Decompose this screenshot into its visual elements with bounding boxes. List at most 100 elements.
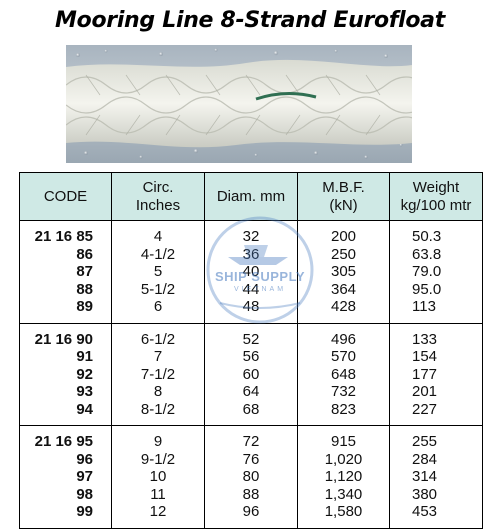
rope-photo	[66, 45, 412, 163]
cell-circ: 11	[111, 485, 205, 503]
table-row: 93 8 64 732 201	[19, 383, 483, 401]
table-row: 87 5 40 305 79.0	[19, 263, 483, 281]
cell-circ: 7	[111, 348, 205, 366]
cell-code: 98	[19, 485, 112, 503]
cell-weight: 177	[389, 365, 483, 383]
header-code: CODE	[19, 172, 112, 221]
specs-table: CODE Circ. Inches Diam. mm M.B.F. (kN) Wei…	[19, 172, 483, 529]
cell-mbf: 305	[297, 263, 390, 281]
table-body: 21 16 85 4 32 200 50.3 86 4-1/2 36 250 63.8 87 5 40 3…	[19, 220, 483, 529]
table-row: 89 6 48 428 113	[19, 298, 483, 324]
cell-diam: 76	[204, 450, 298, 468]
cell-code: 93	[19, 383, 112, 401]
cell-code: 21 16 85	[19, 220, 112, 246]
cell-code: 94	[19, 400, 112, 426]
specs-table-wrapper: CODE Circ. Inches Diam. mm M.B.F. (kN) Wei…	[19, 172, 483, 529]
cell-diam: 40	[204, 263, 298, 281]
cell-diam: 48	[204, 298, 298, 324]
table-row: 99 12 96 1,580 453	[19, 503, 483, 529]
cell-mbf: 200	[297, 220, 390, 246]
table-row: 21 16 85 4 32 200 50.3	[19, 220, 483, 246]
cell-diam: 32	[204, 220, 298, 246]
cell-mbf: 732	[297, 383, 390, 401]
cell-weight: 50.3	[389, 220, 483, 246]
cell-circ: 6-1/2	[111, 323, 205, 348]
cell-weight: 201	[389, 383, 483, 401]
cell-weight: 255	[389, 425, 483, 451]
cell-code: 99	[19, 503, 112, 529]
table-row: 98 11 88 1,340 380	[19, 485, 483, 503]
cell-circ: 5	[111, 263, 205, 281]
cell-diam: 44	[204, 280, 298, 298]
header-diam: Diam. mm	[204, 172, 298, 221]
table-row: 94 8-1/2 68 823 227	[19, 400, 483, 426]
header-weight: Weight kg/100 mtr	[389, 172, 483, 221]
cell-mbf: 570	[297, 348, 390, 366]
table-row: 21 16 95 9 72 915 255	[19, 425, 483, 451]
cell-weight: 113	[389, 298, 483, 324]
cell-code: 88	[19, 280, 112, 298]
cell-mbf: 364	[297, 280, 390, 298]
cell-weight: 79.0	[389, 263, 483, 281]
cell-mbf: 1,340	[297, 485, 390, 503]
cell-weight: 284	[389, 450, 483, 468]
cell-diam: 96	[204, 503, 298, 529]
cell-mbf: 250	[297, 245, 390, 263]
cell-mbf: 496	[297, 323, 390, 348]
cell-mbf: 915	[297, 425, 390, 451]
cell-weight: 380	[389, 485, 483, 503]
cell-code: 86	[19, 245, 112, 263]
table-row: 21 16 90 6-1/2 52 496 133	[19, 323, 483, 348]
cell-weight: 133	[389, 323, 483, 348]
cell-weight: 453	[389, 503, 483, 529]
table-row: 97 10 80 1,120 314	[19, 468, 483, 486]
cell-code: 21 16 95	[19, 425, 112, 451]
cell-mbf: 1,020	[297, 450, 390, 468]
cell-circ: 5-1/2	[111, 280, 205, 298]
cell-mbf: 823	[297, 400, 390, 426]
cell-circ: 10	[111, 468, 205, 486]
cell-diam: 68	[204, 400, 298, 426]
cell-diam: 64	[204, 383, 298, 401]
cell-code: 91	[19, 348, 112, 366]
cell-mbf: 1,120	[297, 468, 390, 486]
cell-mbf: 428	[297, 298, 390, 324]
cell-diam: 88	[204, 485, 298, 503]
cell-diam: 56	[204, 348, 298, 366]
cell-circ: 9	[111, 425, 205, 451]
cell-mbf: 1,580	[297, 503, 390, 529]
cell-circ: 6	[111, 298, 205, 324]
cell-circ: 4-1/2	[111, 245, 205, 263]
cell-diam: 60	[204, 365, 298, 383]
table-row: 86 4-1/2 36 250 63.8	[19, 245, 483, 263]
page-title: Mooring Line 8-Strand Eurofloat	[55, 8, 445, 33]
table-row: 96 9-1/2 76 1,020 284	[19, 450, 483, 468]
cell-circ: 8	[111, 383, 205, 401]
cell-circ: 9-1/2	[111, 450, 205, 468]
cell-weight: 154	[389, 348, 483, 366]
cell-circ: 7-1/2	[111, 365, 205, 383]
cell-code: 89	[19, 298, 112, 324]
cell-weight: 63.8	[389, 245, 483, 263]
cell-weight: 227	[389, 400, 483, 426]
cell-diam: 80	[204, 468, 298, 486]
header-mbf: M.B.F. (kN)	[297, 172, 390, 221]
cell-diam: 52	[204, 323, 298, 348]
cell-code: 21 16 90	[19, 323, 112, 348]
cell-diam: 36	[204, 245, 298, 263]
cell-circ: 8-1/2	[111, 400, 205, 426]
cell-code: 87	[19, 263, 112, 281]
table-row: 91 7 56 570 154	[19, 348, 483, 366]
cell-code: 96	[19, 450, 112, 468]
table-row: 88 5-1/2 44 364 95.0	[19, 280, 483, 298]
cell-circ: 12	[111, 503, 205, 529]
cell-code: 92	[19, 365, 112, 383]
table-header-row: CODE Circ. Inches Diam. mm M.B.F. (kN) Wei…	[19, 172, 483, 221]
cell-code: 97	[19, 468, 112, 486]
cell-mbf: 648	[297, 365, 390, 383]
cell-weight: 95.0	[389, 280, 483, 298]
table-row: 92 7-1/2 60 648 177	[19, 365, 483, 383]
header-circ: Circ. Inches	[111, 172, 205, 221]
cell-circ: 4	[111, 220, 205, 246]
cell-diam: 72	[204, 425, 298, 451]
